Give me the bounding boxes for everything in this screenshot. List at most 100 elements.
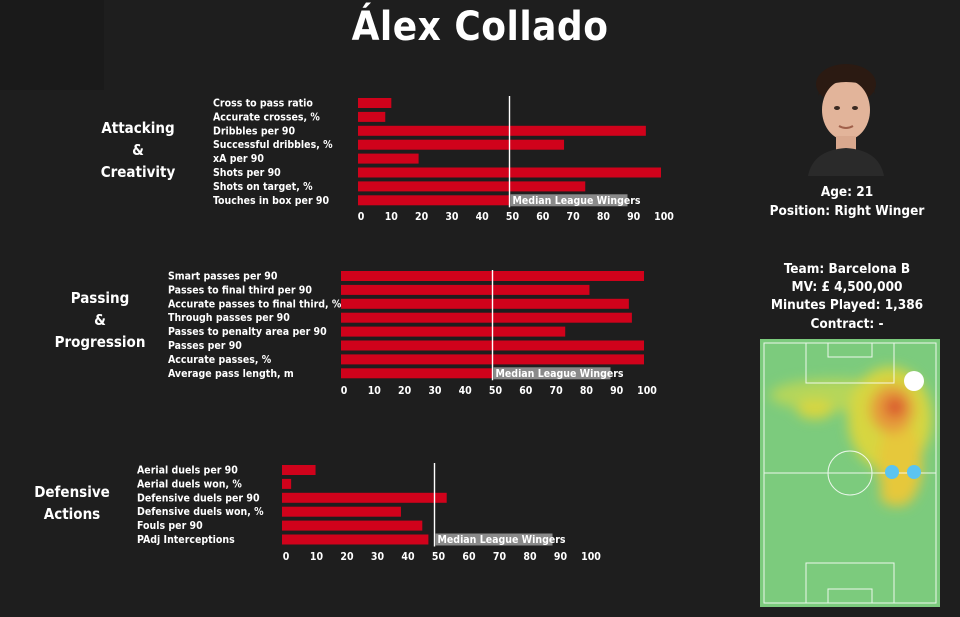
player-team: Team: Barcelona B xyxy=(783,261,911,277)
bar xyxy=(358,125,646,136)
section-label-defensive: Defensive Actions xyxy=(22,481,122,525)
metric-label: Shots on target, % xyxy=(213,181,313,193)
median-label-box xyxy=(493,367,611,380)
metric-label: Successful dribbles, % xyxy=(213,139,333,151)
median-label: Median League Wingers xyxy=(438,534,566,546)
heatmap-marker-blue xyxy=(907,465,921,479)
bar xyxy=(341,312,632,323)
tick-label: 50 xyxy=(432,551,446,563)
tick-label: 60 xyxy=(536,211,550,223)
section-label-attacking: Attacking & Creativity xyxy=(88,117,188,183)
metric-label: Passes to penalty area per 90 xyxy=(168,326,327,338)
metric-label: PAdj Interceptions xyxy=(137,534,235,546)
tick-label: 0 xyxy=(341,385,348,397)
bar xyxy=(282,478,292,489)
tick-label: 90 xyxy=(627,211,641,223)
bar xyxy=(358,195,510,206)
tick-label: 100 xyxy=(654,211,674,223)
bar xyxy=(282,465,316,475)
metric-label: xA per 90 xyxy=(213,153,264,165)
metric-label: Passes per 90 xyxy=(168,340,242,352)
tick-label: 70 xyxy=(567,211,581,223)
bar xyxy=(341,298,629,309)
tick-label: 30 xyxy=(445,211,459,223)
tick-label: 0 xyxy=(283,551,290,563)
tick-label: 90 xyxy=(554,551,568,563)
median-label: Median League Wingers xyxy=(513,195,641,207)
heatmap-pitch xyxy=(760,339,940,607)
heatmap-marker-blue xyxy=(885,465,899,479)
median-label-box xyxy=(510,194,628,207)
bar xyxy=(282,506,401,517)
metric-label: Aerial duels per 90 xyxy=(137,465,238,477)
tick-label: 80 xyxy=(523,551,537,563)
tick-label: 50 xyxy=(506,211,520,223)
metric-label: Through passes per 90 xyxy=(168,312,290,324)
metric-label: Defensive duels won, % xyxy=(137,506,264,518)
tick-label: 10 xyxy=(368,385,382,397)
section-label-line: Actions xyxy=(43,505,101,523)
tick-label: 60 xyxy=(519,385,533,397)
metric-label: Passes to final third per 90 xyxy=(168,284,312,296)
bar xyxy=(341,284,590,295)
bar xyxy=(358,181,586,192)
player-photo xyxy=(803,60,889,176)
bar xyxy=(358,139,565,150)
metric-label: Dribbles per 90 xyxy=(213,125,296,137)
tick-label: 20 xyxy=(398,385,412,397)
median-label: Median League Wingers xyxy=(496,368,624,380)
metric-label: Shots per 90 xyxy=(213,167,281,179)
corner-shade xyxy=(0,0,104,90)
player-position: Position: Right Winger xyxy=(769,203,925,219)
tick-label: 10 xyxy=(310,551,324,563)
tick-label: 70 xyxy=(493,551,507,563)
tick-label: 40 xyxy=(401,551,415,563)
metric-label: Accurate crosses, % xyxy=(213,111,320,123)
metric-label: Touches in box per 90 xyxy=(213,195,329,207)
bar xyxy=(358,153,419,164)
section-label-line: Creativity xyxy=(100,163,176,181)
bar xyxy=(282,520,423,531)
metric-label: Cross to pass ratio xyxy=(213,98,313,110)
tick-label: 40 xyxy=(476,211,490,223)
tick-label: 70 xyxy=(550,385,564,397)
median-label-box xyxy=(435,533,553,546)
tick-label: 80 xyxy=(580,385,594,397)
tick-label: 20 xyxy=(415,211,429,223)
section-label-line: Progression xyxy=(54,333,146,351)
tick-label: 60 xyxy=(462,551,476,563)
section-label-line: Defensive xyxy=(34,483,110,501)
metric-label: Accurate passes to final third, % xyxy=(168,298,342,310)
section-label-line: & xyxy=(132,141,144,159)
tick-label: 50 xyxy=(489,385,503,397)
tick-label: 10 xyxy=(385,211,399,223)
section-label-line: & xyxy=(94,311,106,329)
metric-label: Aerial duels won, % xyxy=(137,478,242,490)
tick-label: 30 xyxy=(428,385,442,397)
tick-label: 20 xyxy=(340,551,354,563)
metric-label: Accurate passes, % xyxy=(168,354,272,366)
section-label-line: Attacking xyxy=(101,119,175,137)
metric-label: Fouls per 90 xyxy=(137,520,203,532)
bar xyxy=(282,492,447,503)
metric-label: Smart passes per 90 xyxy=(168,271,278,283)
tick-label: 100 xyxy=(581,551,601,563)
player-age: Age: 21 xyxy=(820,184,874,200)
bar xyxy=(341,326,566,337)
page-title: Álex Collado xyxy=(351,4,609,50)
player-minutes-played: Minutes Played: 1,386 xyxy=(770,297,924,313)
bar xyxy=(282,534,429,545)
bar xyxy=(341,368,493,379)
metric-label: Average pass length, m xyxy=(168,368,294,380)
tick-label: 30 xyxy=(371,551,385,563)
section-label-line: Passing xyxy=(70,289,130,307)
bar xyxy=(358,111,386,122)
section-label-passing: Passing & Progression xyxy=(50,287,150,353)
heatmap-marker-white xyxy=(904,371,924,391)
player-market-value: MV: £ 4,500,000 xyxy=(791,279,903,295)
tick-label: 100 xyxy=(637,385,657,397)
tick-label: 80 xyxy=(597,211,611,223)
